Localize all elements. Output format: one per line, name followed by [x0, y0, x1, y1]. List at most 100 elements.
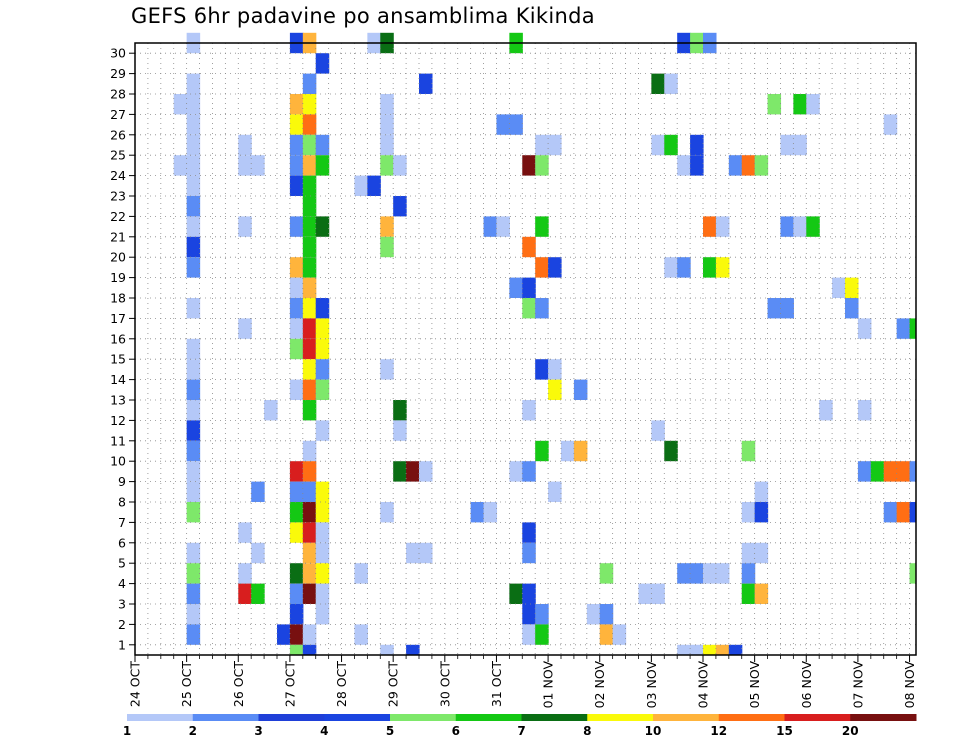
heatmap-cell — [302, 318, 317, 339]
plot-frame — [134, 42, 917, 656]
heatmap-cell — [754, 583, 769, 604]
heatmap-cell — [535, 134, 549, 156]
heatmap-cell — [535, 604, 549, 625]
heatmap-cell — [573, 440, 588, 462]
heatmap-cell — [690, 155, 704, 176]
heatmap-cell — [315, 604, 330, 625]
heatmap-cell — [315, 522, 330, 543]
heatmap-cell — [419, 73, 433, 94]
heatmap-cell — [289, 318, 304, 339]
heatmap-cell — [561, 440, 575, 462]
heatmap-cell — [638, 583, 652, 604]
y-tick-label: 6 — [118, 535, 126, 550]
y-tick-label: 5 — [118, 556, 126, 571]
heatmap-cell — [186, 400, 201, 421]
heatmap-cell — [186, 481, 201, 502]
heatmap-cell — [302, 216, 317, 237]
x-tick-label: 31 OCT — [489, 661, 504, 707]
heatmap-cell — [186, 502, 201, 523]
heatmap-cell — [767, 298, 782, 319]
y-tick-label: 27 — [110, 107, 126, 122]
y-tick-label: 7 — [118, 515, 126, 530]
heatmap-cell — [302, 359, 317, 380]
heatmap-cell — [741, 542, 756, 564]
heatmap-cell — [289, 461, 304, 482]
y-tick-label: 21 — [110, 229, 126, 244]
heatmap-cell — [548, 134, 562, 156]
heatmap-cell — [651, 583, 665, 604]
heatmap-cell — [186, 114, 201, 135]
heatmap-cell — [548, 379, 562, 400]
heatmap-cell — [251, 155, 265, 176]
heatmap-cell — [289, 114, 304, 135]
heatmap-cell — [186, 563, 201, 584]
heatmap-cell — [289, 583, 304, 604]
heatmap-cell — [393, 400, 407, 421]
heatmap-cell — [909, 461, 916, 482]
colorbar-segment — [324, 714, 391, 721]
heatmap-cell — [677, 644, 691, 655]
colorbar-label: 8 — [583, 724, 591, 738]
colorbar-label: 12 — [710, 724, 727, 738]
heatmap-cell — [896, 502, 911, 523]
heatmap-cells — [173, 32, 916, 655]
heatmap-cell — [315, 155, 330, 176]
heatmap-cell — [380, 644, 394, 655]
heatmap-cell — [238, 216, 252, 237]
y-tick-label: 23 — [110, 189, 126, 204]
heatmap-cell — [186, 461, 201, 482]
heatmap-cell — [315, 379, 330, 400]
heatmap-cell — [715, 257, 730, 278]
y-tick-label: 12 — [110, 413, 126, 428]
heatmap-cell — [909, 563, 916, 584]
colorbar-segment — [455, 714, 522, 721]
heatmap-cell — [289, 604, 304, 625]
heatmap-cell — [238, 522, 252, 543]
colorbar: 1 2 3 4 5 6 7 8 10 12 15 20 — [123, 714, 917, 738]
colorbar-segment — [390, 714, 457, 721]
heatmap-cell — [264, 400, 278, 421]
heatmap-cell — [289, 298, 304, 319]
heatmap-cell — [677, 563, 691, 584]
heatmap-cell — [703, 216, 717, 237]
heatmap-cell — [509, 583, 523, 604]
colorbar-label: 4 — [320, 724, 328, 738]
heatmap-cell — [302, 114, 317, 135]
heatmap-cell — [380, 502, 394, 523]
y-tick-label: 17 — [110, 311, 126, 326]
x-tick-label: 28 OCT — [334, 661, 349, 707]
y-tick-label: 18 — [110, 291, 126, 306]
heatmap-cell — [883, 502, 898, 523]
grid-lines — [135, 43, 916, 655]
heatmap-cell — [780, 134, 794, 156]
x-tick-label: 02 NOV — [592, 661, 607, 709]
heatmap-cell — [715, 216, 730, 237]
heatmap-cell — [522, 583, 536, 604]
heatmap-cell — [754, 481, 769, 502]
heatmap-cell — [302, 338, 317, 360]
heatmap-cell — [302, 481, 317, 502]
y-tick-label: 25 — [110, 148, 126, 163]
heatmap-cell — [289, 481, 304, 502]
heatmap-cell — [186, 440, 201, 462]
colorbar-label: 6 — [452, 724, 460, 738]
y-tick-label: 28 — [110, 87, 126, 102]
heatmap-cell — [690, 644, 704, 655]
colorbar-segment — [587, 714, 654, 721]
heatmap-cell — [470, 502, 485, 523]
y-tick-label: 1 — [118, 637, 126, 652]
heatmap-cell — [315, 338, 330, 360]
heatmap-cell — [651, 420, 665, 441]
heatmap-cell — [302, 175, 317, 196]
heatmap-cell — [535, 216, 549, 237]
colorbar-segment — [653, 714, 720, 721]
colorbar-label: 15 — [776, 724, 793, 738]
heatmap-cell — [780, 216, 794, 237]
heatmap-cell — [806, 216, 820, 237]
heatmap-cell — [289, 94, 304, 115]
heatmap-cell — [909, 502, 916, 523]
heatmap-cell — [548, 359, 562, 380]
heatmap-cell — [728, 644, 743, 655]
heatmap-cell — [393, 461, 407, 482]
heatmap-cell — [741, 502, 756, 523]
